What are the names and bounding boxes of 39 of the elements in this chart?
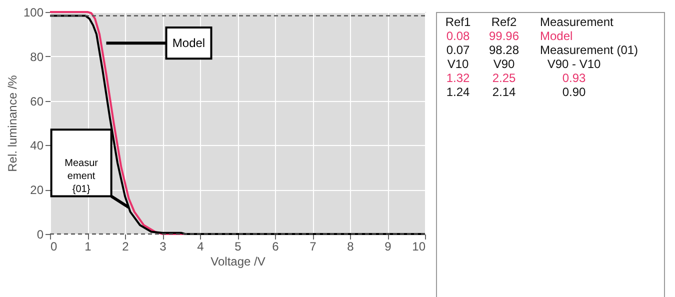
y-tick-label: 60 <box>30 94 44 108</box>
y-tick-label: 0 <box>36 228 44 242</box>
x-axis-title: Voltage /V <box>210 254 266 268</box>
text: Model <box>540 29 573 43</box>
text: Measurement (01) <box>540 43 638 57</box>
y-tick-label: 100 <box>23 6 44 20</box>
text: 2.14 <box>492 85 516 99</box>
x-tick-label: 3 <box>160 240 167 254</box>
x-tick-label: 9 <box>384 240 392 254</box>
text: 1.32 <box>446 71 470 85</box>
text: 2.25 <box>492 71 516 85</box>
text: 0.93 <box>562 71 586 85</box>
y-tick-label: 40 <box>30 138 44 153</box>
text: Ref1 <box>445 15 471 29</box>
text: Measurement <box>540 15 614 29</box>
text: Ref2 <box>491 15 517 29</box>
y-tick-label: 20 <box>30 183 44 198</box>
annotation: Model <box>172 36 206 50</box>
text: V90 <box>493 57 515 71</box>
text: 0.07 <box>446 43 470 57</box>
annotation: Measurement {01} <box>64 158 99 195</box>
x-tick-label: 4 <box>197 240 204 254</box>
text: 0.90 <box>562 85 586 99</box>
x-tick-label: 7 <box>310 240 317 254</box>
x-tick-label: 6 <box>272 240 280 254</box>
text: 98.28 <box>488 43 520 57</box>
x-tick-label: 0 <box>50 240 58 254</box>
y-axis-title: Rel. luminance /% <box>5 74 20 172</box>
text: 0.08 <box>446 29 470 43</box>
x-tick-label: 10 <box>412 240 426 254</box>
x-tick-label: 8 <box>347 240 354 254</box>
text: 99.96 <box>488 29 520 43</box>
x-tick-label: 2 <box>122 240 130 254</box>
text: V10 <box>447 57 469 71</box>
text: 1.24 <box>446 85 470 99</box>
x-tick-label: 1 <box>84 240 92 254</box>
text: V90 - V10 <box>547 57 602 71</box>
x-tick-label: 5 <box>234 240 242 254</box>
y-tick-label: 80 <box>30 50 44 64</box>
